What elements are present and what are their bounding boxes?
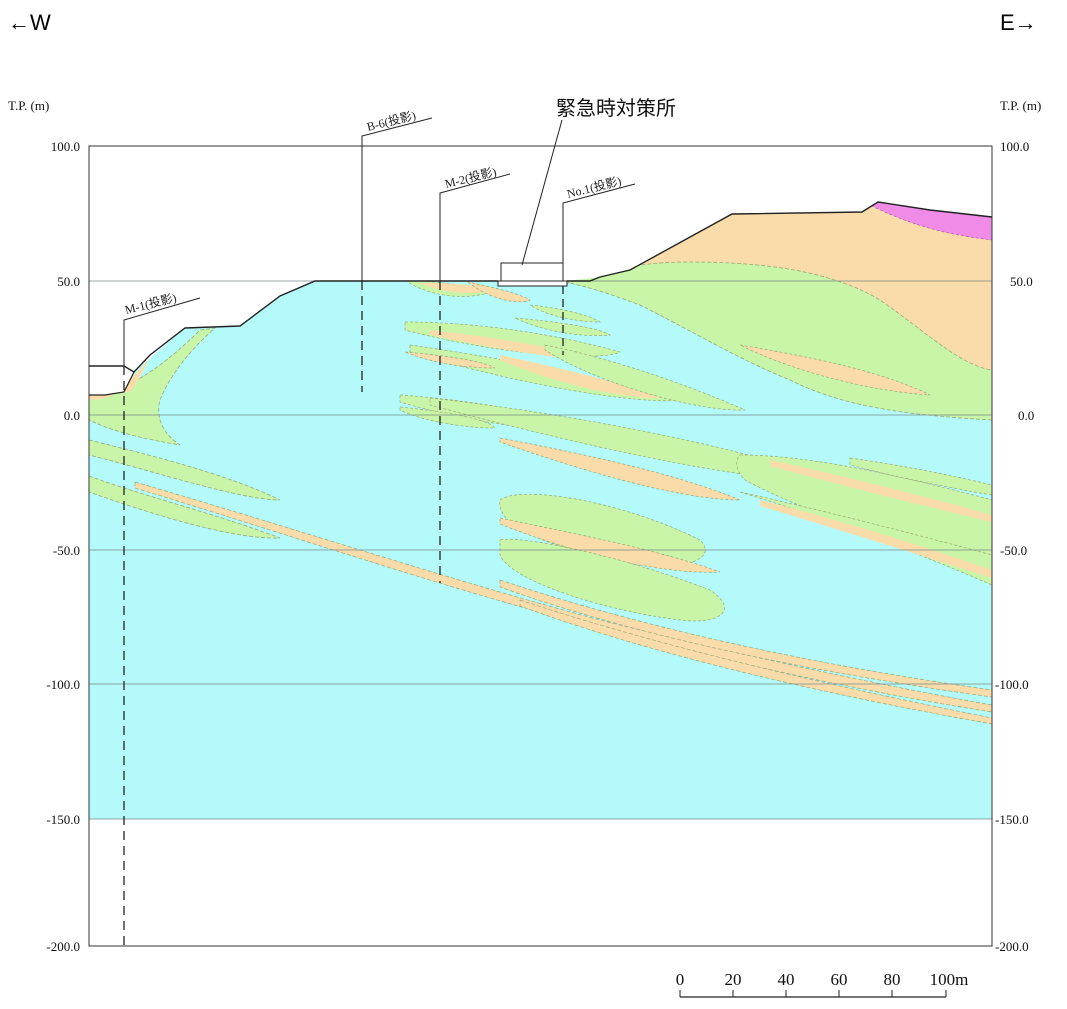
tick-label: 100.0 — [1000, 139, 1029, 154]
tick-label: -100.0 — [46, 677, 80, 692]
tan-lens — [467, 281, 531, 303]
borehole-label: M-2(投影) — [443, 164, 498, 191]
ground-surface-line — [89, 371, 135, 396]
tan-band — [499, 579, 992, 698]
geology-units — [89, 202, 992, 819]
green-lens — [529, 304, 602, 323]
tick-label: -100.0 — [995, 677, 1029, 692]
building-label: 緊急時対策所 — [556, 97, 676, 120]
tan-lens — [404, 351, 496, 369]
green-lens — [739, 491, 992, 586]
elevation-unit-left: T.P. (m) — [8, 98, 49, 113]
ground-surface-line — [567, 201, 993, 282]
east-direction-label: E→ — [1000, 10, 1037, 35]
borehole-label: B-6(投影) — [365, 107, 417, 134]
green-lens — [849, 457, 992, 496]
pink-unit — [869, 202, 992, 241]
tick-label: -200.0 — [995, 939, 1029, 954]
tick-label: -200.0 — [46, 939, 80, 954]
green-lens — [89, 439, 281, 501]
tick-label: 50.0 — [1010, 274, 1033, 289]
tan-lens — [420, 283, 495, 294]
tan-lens — [760, 500, 992, 578]
west-direction-label: ←W — [8, 10, 51, 35]
tan-lens — [770, 460, 992, 522]
building-foundation — [497, 280, 568, 287]
building-leader-line — [521, 119, 563, 266]
green-lens — [404, 321, 621, 357]
tick-label: -50.0 — [1000, 543, 1027, 558]
scale-label: 80 — [884, 970, 901, 989]
scale-label: 20 — [725, 970, 742, 989]
elevation-unit-right: T.P. (m) — [1000, 98, 1041, 113]
scale-label: 0 — [676, 970, 685, 989]
section-frame — [88, 145, 993, 947]
green-lens — [499, 538, 725, 622]
tan-lens — [499, 517, 721, 573]
left-ticks: 100.0 50.0 0.0 -50.0 -100.0 -150.0 -200.… — [46, 139, 80, 954]
green-unit — [89, 327, 217, 446]
tick-label: 0.0 — [1018, 408, 1034, 423]
green-lens — [89, 475, 281, 539]
tan-band — [519, 599, 992, 725]
tick-label: -150.0 — [46, 812, 80, 827]
borehole-label: No.1(投影) — [565, 173, 623, 201]
tan-lens — [500, 355, 660, 398]
scale-label: 40 — [778, 970, 795, 989]
tick-label: -150.0 — [995, 812, 1029, 827]
tick-label: 50.0 — [57, 274, 80, 289]
green-lens — [399, 406, 496, 429]
scale-label: 100m — [930, 970, 969, 989]
building-outline — [500, 262, 564, 284]
ground-surface-line — [89, 280, 498, 373]
scale-bar: 0 20 40 60 80 100m — [676, 970, 969, 998]
tick-label: -50.0 — [53, 543, 80, 558]
tick-label: 100.0 — [51, 139, 80, 154]
right-ticks: 100.0 50.0 0.0 -50.0 -100.0 -150.0 -200.… — [995, 139, 1034, 954]
tan-lens — [739, 344, 931, 396]
green-lens — [544, 344, 746, 411]
tan-lens — [499, 437, 741, 501]
tick-label: 0.0 — [64, 408, 80, 423]
scale-label: 60 — [831, 970, 848, 989]
tan-band — [134, 481, 992, 713]
